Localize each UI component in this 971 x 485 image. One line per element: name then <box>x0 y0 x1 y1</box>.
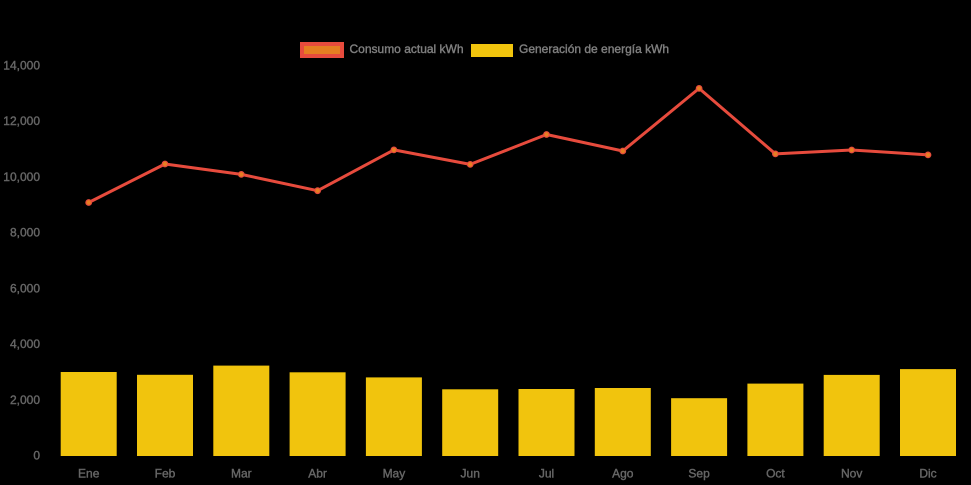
svg-text:Dic: Dic <box>919 467 936 481</box>
svg-text:May: May <box>383 467 406 481</box>
svg-text:14,000: 14,000 <box>3 59 40 73</box>
svg-text:Ago: Ago <box>612 467 634 481</box>
svg-text:0: 0 <box>33 449 40 463</box>
svg-text:8,000: 8,000 <box>10 226 40 240</box>
svg-text:Oct: Oct <box>766 467 785 481</box>
svg-text:Feb: Feb <box>155 467 176 481</box>
svg-text:Abr: Abr <box>308 467 327 481</box>
svg-text:6,000: 6,000 <box>10 282 40 296</box>
svg-text:Jul: Jul <box>539 467 554 481</box>
svg-text:Ene: Ene <box>78 467 100 481</box>
svg-text:4,000: 4,000 <box>10 337 40 351</box>
svg-text:Sep: Sep <box>688 467 710 481</box>
svg-text:Nov: Nov <box>841 467 862 481</box>
svg-text:Generación de energía kWh: Generación de energía kWh <box>519 42 669 56</box>
svg-text:Mar: Mar <box>231 467 252 481</box>
svg-text:2,000: 2,000 <box>10 393 40 407</box>
svg-text:Jun: Jun <box>461 467 480 481</box>
svg-text:12,000: 12,000 <box>3 114 40 128</box>
svg-text:10,000: 10,000 <box>3 170 40 184</box>
svg-text:Consumo actual kWh: Consumo actual kWh <box>350 42 464 56</box>
